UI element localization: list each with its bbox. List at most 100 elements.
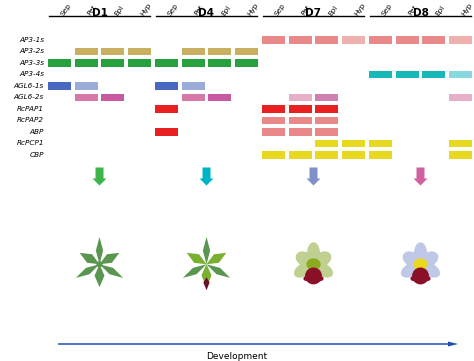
- Text: AGL6-1s: AGL6-1s: [14, 83, 44, 89]
- Bar: [315, 128, 338, 135]
- Bar: [182, 82, 205, 90]
- Text: AP3-1s: AP3-1s: [19, 37, 44, 43]
- Polygon shape: [96, 237, 103, 264]
- Ellipse shape: [419, 251, 438, 267]
- Polygon shape: [187, 253, 207, 264]
- Text: Hyp: Hyp: [140, 2, 153, 17]
- Text: Sep: Sep: [273, 2, 286, 17]
- Text: Epi: Epi: [113, 4, 124, 17]
- Bar: [209, 48, 231, 55]
- Bar: [449, 93, 472, 101]
- Polygon shape: [94, 264, 104, 287]
- Bar: [155, 82, 178, 90]
- Polygon shape: [203, 277, 210, 290]
- Ellipse shape: [305, 268, 322, 284]
- Bar: [262, 128, 285, 135]
- Bar: [74, 59, 98, 66]
- Text: D4: D4: [199, 8, 215, 18]
- FancyArrow shape: [307, 168, 320, 186]
- Text: AGL6-2s: AGL6-2s: [14, 94, 44, 100]
- FancyArrow shape: [58, 342, 458, 347]
- Ellipse shape: [313, 262, 333, 278]
- Bar: [182, 93, 205, 101]
- Ellipse shape: [417, 276, 424, 281]
- Bar: [155, 128, 178, 135]
- Bar: [289, 105, 311, 113]
- Bar: [289, 128, 311, 135]
- Text: RcPAP2: RcPAP2: [17, 117, 44, 123]
- Bar: [289, 93, 311, 101]
- Bar: [342, 151, 365, 158]
- Text: D8: D8: [412, 8, 428, 18]
- Polygon shape: [201, 264, 211, 287]
- Bar: [209, 93, 231, 101]
- Ellipse shape: [420, 262, 440, 278]
- Bar: [369, 151, 392, 158]
- Ellipse shape: [294, 262, 314, 278]
- Polygon shape: [100, 264, 123, 278]
- Polygon shape: [80, 253, 100, 264]
- Bar: [209, 59, 231, 66]
- Text: Sep: Sep: [166, 2, 179, 17]
- Ellipse shape: [313, 251, 331, 267]
- Text: Pet: Pet: [300, 4, 311, 17]
- Ellipse shape: [412, 268, 429, 284]
- Bar: [289, 36, 311, 43]
- Text: ABP: ABP: [29, 129, 44, 135]
- Bar: [74, 93, 98, 101]
- Ellipse shape: [316, 276, 324, 281]
- Bar: [396, 70, 419, 78]
- Bar: [342, 139, 365, 147]
- Bar: [315, 36, 338, 43]
- Bar: [101, 93, 124, 101]
- Bar: [422, 70, 446, 78]
- Polygon shape: [207, 264, 230, 278]
- Bar: [422, 36, 446, 43]
- Bar: [369, 36, 392, 43]
- Polygon shape: [100, 253, 119, 264]
- Bar: [128, 48, 151, 55]
- Ellipse shape: [306, 264, 320, 284]
- Polygon shape: [76, 264, 100, 278]
- Text: AP3-3s: AP3-3s: [19, 60, 44, 66]
- Text: Epi: Epi: [220, 4, 231, 17]
- Bar: [449, 151, 472, 158]
- Ellipse shape: [306, 258, 320, 270]
- Bar: [289, 117, 311, 124]
- Bar: [315, 105, 338, 113]
- Text: Pet: Pet: [193, 4, 205, 17]
- Ellipse shape: [413, 258, 428, 270]
- Text: Hyp: Hyp: [246, 2, 260, 17]
- Ellipse shape: [423, 276, 431, 281]
- Bar: [235, 48, 258, 55]
- FancyArrow shape: [413, 168, 428, 186]
- Ellipse shape: [414, 242, 427, 264]
- Bar: [315, 117, 338, 124]
- Circle shape: [96, 261, 102, 268]
- Bar: [289, 151, 311, 158]
- Bar: [449, 139, 472, 147]
- Text: RcPCP1: RcPCP1: [17, 140, 44, 146]
- Text: D7: D7: [306, 8, 321, 18]
- Ellipse shape: [296, 251, 314, 267]
- Polygon shape: [202, 266, 211, 283]
- Bar: [262, 36, 285, 43]
- Text: RcPAP1: RcPAP1: [17, 106, 44, 112]
- Bar: [155, 59, 178, 66]
- Ellipse shape: [401, 262, 421, 278]
- Text: Hyp: Hyp: [354, 2, 367, 17]
- Text: CBP: CBP: [29, 152, 44, 158]
- Bar: [396, 36, 419, 43]
- Text: Hyp: Hyp: [461, 2, 474, 17]
- Text: Sep: Sep: [380, 2, 393, 17]
- Text: D1: D1: [91, 8, 108, 18]
- Polygon shape: [203, 237, 210, 264]
- Ellipse shape: [307, 242, 320, 264]
- Ellipse shape: [410, 276, 418, 281]
- Bar: [48, 82, 71, 90]
- FancyArrow shape: [200, 168, 213, 186]
- Bar: [74, 82, 98, 90]
- Bar: [182, 48, 205, 55]
- Bar: [369, 139, 392, 147]
- Bar: [74, 48, 98, 55]
